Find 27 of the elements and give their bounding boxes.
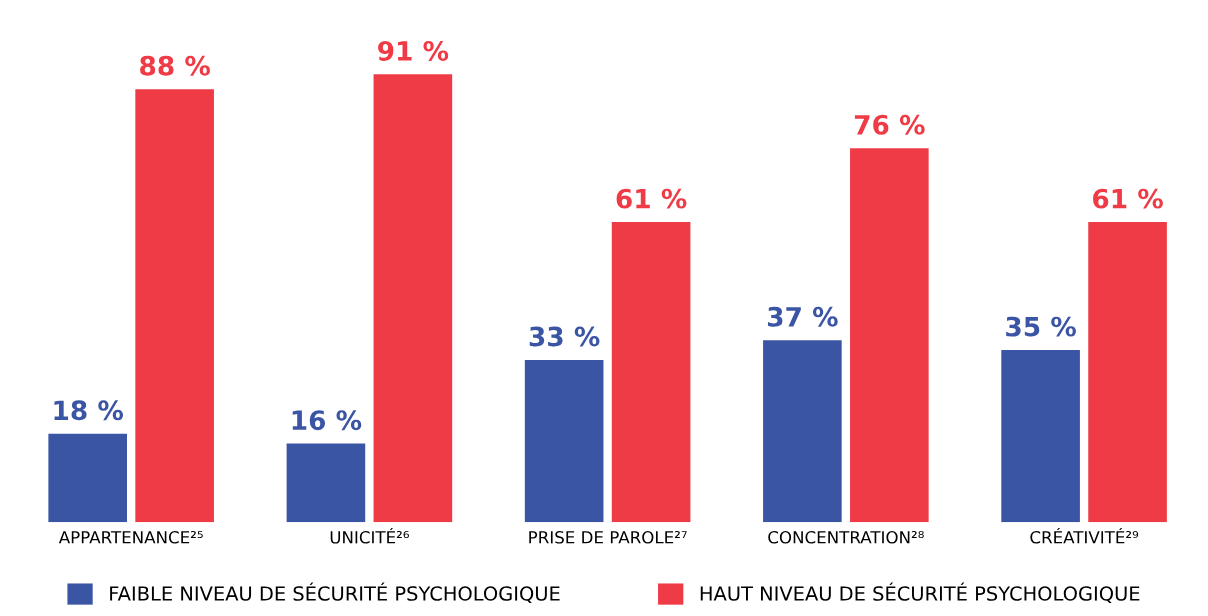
bar (286, 443, 366, 523)
x-tick-label: UNICITÉ²⁶ (330, 527, 409, 544)
data-label: 61 % (616, 188, 687, 209)
x-tick-label: CRÉATIVITÉ²⁹ (1030, 527, 1139, 544)
bar (373, 74, 453, 523)
legend-label: HAUT NIVEAU DE SÉCURITÉ PSYCHOLOGIQUE (700, 582, 1140, 604)
data-label: 37 % (767, 306, 838, 327)
data-label: 33 % (529, 326, 600, 347)
bar (611, 222, 691, 523)
data-label: 35 % (1006, 316, 1076, 337)
bar (1001, 350, 1080, 523)
legend-label: FAIBLE NIVEAU DE SÉCURITÉ PSYCHOLOGIQUE (110, 582, 560, 604)
x-tick-label: CONCENTRATION²⁸ (768, 531, 924, 544)
data-label: 91 % (378, 40, 449, 61)
data-label: 18 % (54, 400, 124, 421)
bar (135, 89, 214, 523)
bar (850, 148, 929, 523)
bar (524, 359, 604, 523)
x-tick-label: PRISE DE PAROLE²⁷ (529, 531, 687, 544)
bar (1088, 222, 1167, 523)
x-tick-label: APPARTENANCE²⁵ (58, 531, 203, 544)
bar (48, 433, 127, 523)
bar (763, 340, 842, 523)
data-label: 88 % (140, 55, 210, 76)
data-label: 61 % (1093, 188, 1163, 209)
data-label: 76 % (854, 114, 925, 135)
data-label: 16 % (292, 410, 362, 431)
